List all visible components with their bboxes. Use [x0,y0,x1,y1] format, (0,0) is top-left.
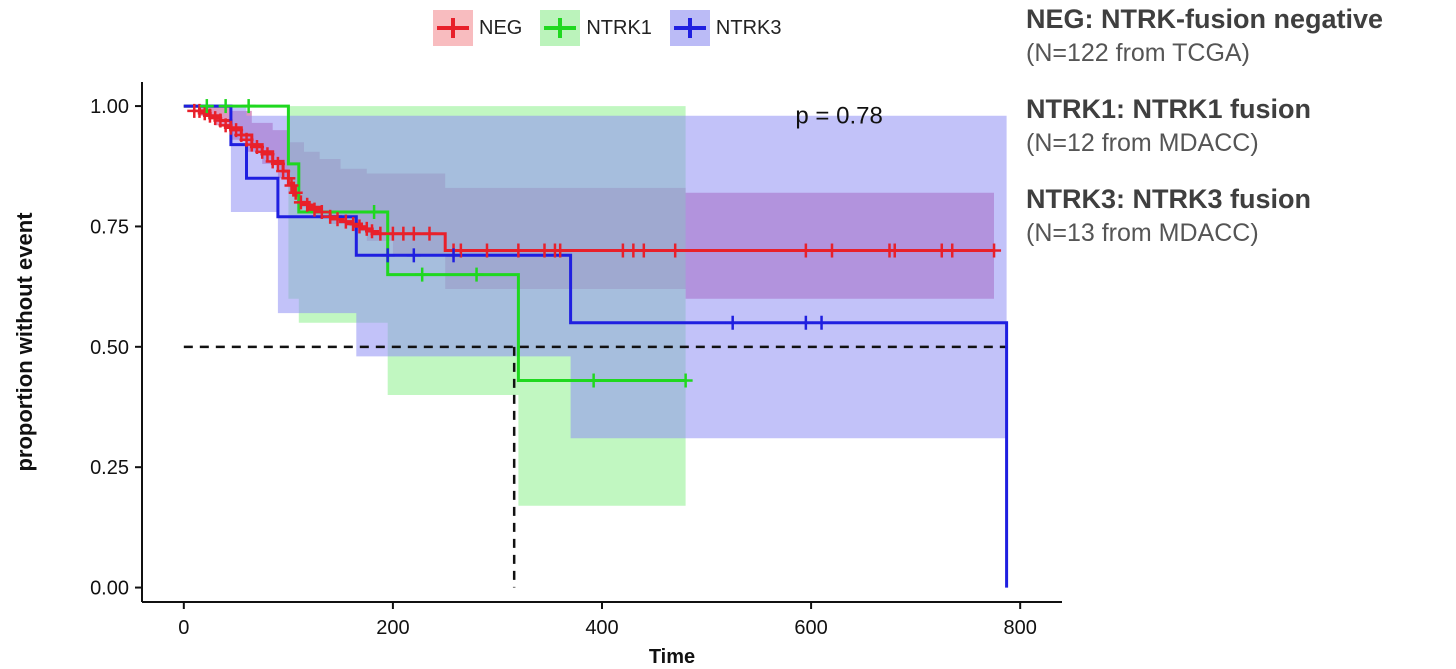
censor-mark-neg [270,156,285,171]
censor-mark-ntrk1 [415,267,430,282]
censor-mark-neg [887,243,902,258]
note-ntrk3-detail: (N=13 from MDACC) [1026,219,1259,247]
legend-label-ntrk3: NTRK3 [715,16,782,39]
censor-mark-ntrk3 [814,315,829,330]
censor-mark-neg [406,226,421,241]
group-descriptions: NEG: NTRK-fusion negative (N=122 from TC… [1026,2,1454,272]
legend-key-neg [433,10,473,46]
confidence-bands [183,106,1007,506]
censor-mark-neg [480,243,494,258]
note-neg-title: NEG: NTRK-fusion negative [1026,4,1384,34]
censor-mark-ntrk3 [446,248,461,263]
ci-band-ntrk3 [183,106,1007,439]
legend-key-ntrk1 [540,10,581,46]
censor-mark-ntrk3 [725,315,740,330]
censor-mark-neg [825,243,839,258]
censor-mark-ntrk1 [678,373,693,388]
censor-marks [187,99,1002,388]
censor-mark-neg [330,212,345,227]
censor-mark-neg [945,243,960,258]
censor-mark-neg [373,226,388,241]
legend-key-ntrk3 [669,10,710,46]
y-tick-label: 0.00 [90,578,129,600]
legend-label-neg: NEG [479,16,523,39]
censor-mark-neg [307,202,322,217]
legend-item-neg: NEG [433,10,530,46]
x-tick-label: 200 [376,617,409,639]
x-tick-label: 0 [178,617,189,639]
censor-mark-ntrk1 [218,99,233,114]
y-tick-label: 0.25 [90,457,129,479]
censor-mark-neg [453,243,468,258]
censor-mark-neg [300,197,315,212]
censor-mark-neg [281,171,296,186]
censor-mark-ntrk3 [406,248,421,263]
censor-mark-neg [987,243,1002,258]
censor-mark-neg [260,147,275,162]
note-ntrk1-title: NTRK1: NTRK1 fusion [1026,94,1311,124]
note-ntrk1-detail: (N=12 from MDACC) [1026,129,1259,157]
x-tick-label: 800 [1003,617,1036,639]
censor-mark-neg [284,178,299,193]
curve-ntrk1 [183,104,686,382]
censor-mark-ntrk3 [380,248,395,263]
legend-label-ntrk1: NTRK1 [586,16,652,39]
censor-mark-ntrk1 [367,205,382,219]
censor-mark-ntrk3 [798,315,813,330]
x-axis-label: Time [649,646,695,668]
censor-mark-neg [288,185,303,200]
y-tick-label: 0.75 [90,216,129,238]
censor-mark-neg [798,243,813,258]
x-tick-label: 400 [585,617,618,639]
y-tick-label: 0.50 [90,337,129,359]
legend: NEG NTRK1 NTRK3 [433,10,800,46]
censor-mark-neg [323,209,338,224]
legend-item-ntrk1: NTRK1 [540,10,660,46]
censor-mark-ntrk1 [469,267,484,282]
censor-mark-neg [346,217,361,232]
curve-ntrk3 [183,104,1009,588]
censor-mark-ntrk1 [586,373,601,388]
note-ntrk3-title: NTRK3: NTRK3 fusion [1026,184,1311,214]
x-tick-label: 600 [794,617,827,639]
censor-mark-neg [365,224,379,239]
censor-mark-neg [352,219,367,234]
censor-mark-ntrk1 [199,99,214,114]
censor-mark-neg [276,164,291,179]
note-neg-detail: (N=122 from TCGA) [1026,39,1250,67]
median-reference-lines [183,345,1007,588]
y-axis-label: proportion without event [12,212,37,472]
y-tick-label: 1.00 [90,96,129,118]
censor-mark-neg [636,243,651,258]
censor-mark-neg [338,214,353,229]
legend-item-ntrk3: NTRK3 [669,10,790,46]
censor-mark-neg [314,205,329,219]
censor-mark-neg [293,195,308,210]
censor-mark-neg [422,226,437,241]
censor-mark-neg [668,243,683,258]
p-value-annotation: p = 0.78 [795,103,882,130]
censor-mark-ntrk1 [241,99,256,114]
censor-mark-neg [511,243,526,258]
axes: 0.00 0.25 0.50 0.75 1.00 0 200 400 600 800 [90,82,1062,639]
censor-mark-neg [553,243,568,258]
